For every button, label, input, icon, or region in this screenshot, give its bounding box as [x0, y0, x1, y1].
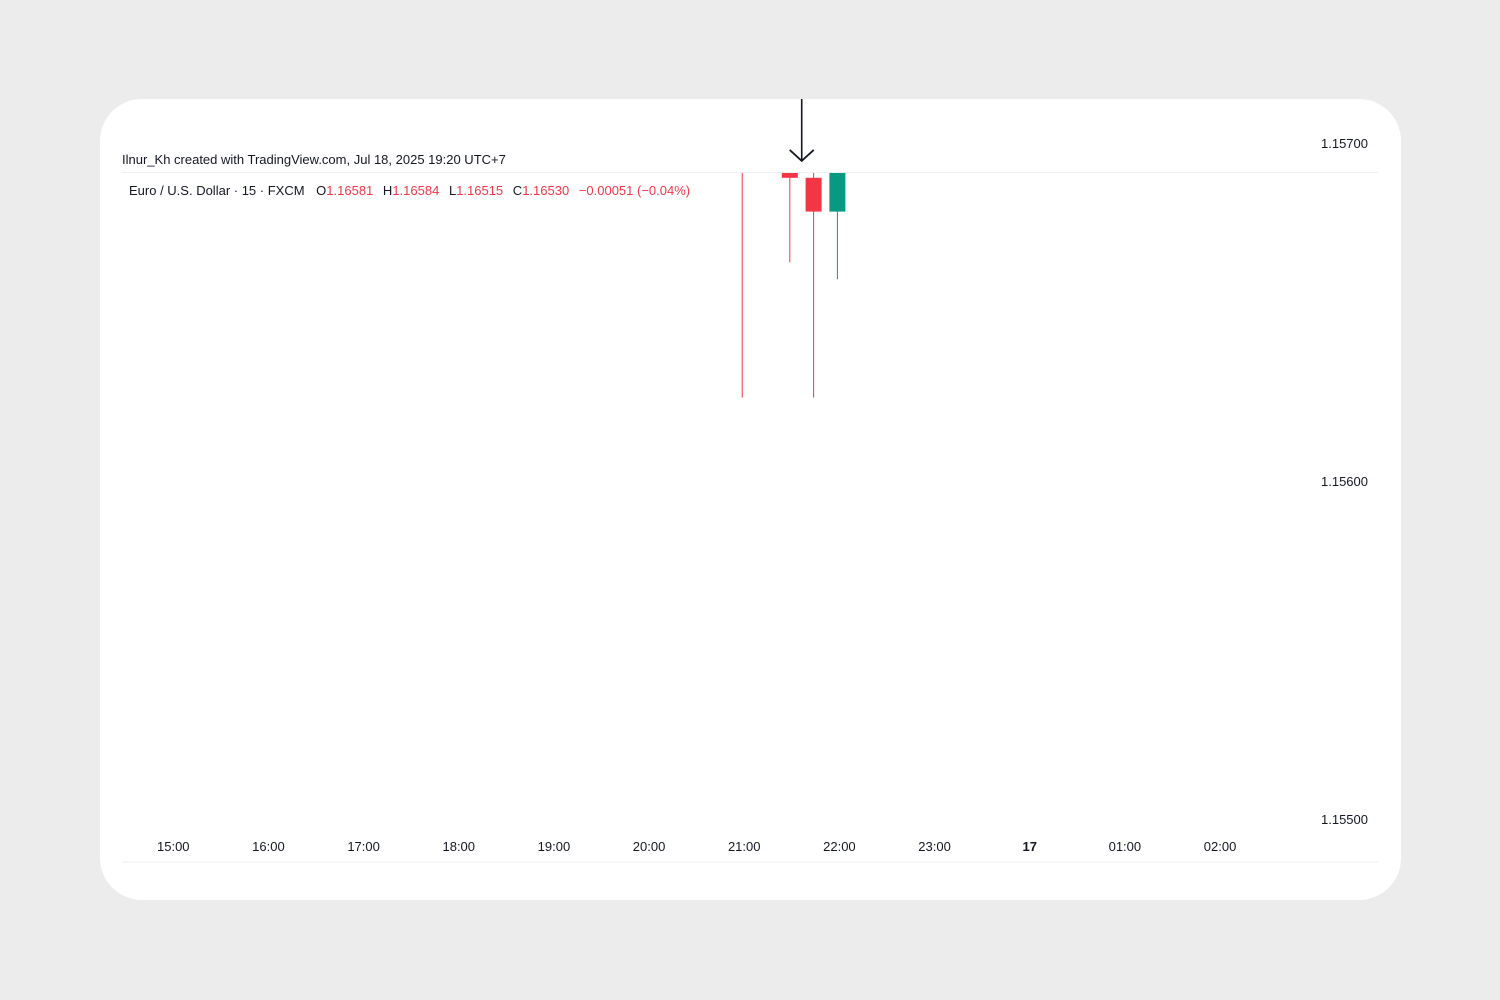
candle-down: [781, 173, 798, 178]
time-tick-label: 20:00: [633, 839, 666, 854]
time-tick-label: 19:00: [538, 839, 571, 854]
candle-up: [829, 173, 846, 212]
candlestick-chart[interactable]: 1.174001.172001.171001.170001.169001.168…: [100, 99, 1401, 900]
annotation-arrowhead-down: [789, 149, 815, 163]
close-value: 1.16530: [522, 183, 570, 198]
time-tick-label: 15:00: [157, 839, 190, 854]
time-tick-label: 01:00: [1109, 839, 1142, 854]
time-tick-label: 02:00: [1204, 839, 1237, 854]
ohlc-legend: Euro / U.S. Dollar · 15 · FXCM O1.16581 …: [129, 183, 690, 198]
instrument-name: Euro / U.S. Dollar · 15 · FXCM: [129, 183, 305, 198]
price-tick-label: 1.15700: [1321, 136, 1368, 151]
price-tick-label: 1.15500: [1321, 812, 1368, 827]
time-tick-label: 22:00: [823, 839, 856, 854]
time-tick-label: 17: [1022, 839, 1036, 854]
time-tick-label: 17:00: [347, 839, 380, 854]
time-tick-label: 23:00: [918, 839, 951, 854]
candles-group: [741, 99, 846, 398]
change-value: −0.00051 (−0.04%): [578, 183, 691, 198]
time-tick-label: 18:00: [442, 839, 475, 854]
high-label: H: [382, 183, 393, 198]
open-label: O: [316, 183, 327, 198]
chart-card: Ilnur_Kh created with TradingView.com, J…: [100, 99, 1401, 900]
credit-line: Ilnur_Kh created with TradingView.com, J…: [122, 152, 506, 167]
candle-down: [805, 177, 822, 212]
candle-down: [758, 99, 774, 144]
close-label: C: [512, 183, 523, 198]
high-value: 1.16584: [392, 183, 440, 198]
open-value: 1.16581: [326, 183, 374, 198]
low-label: L: [448, 183, 457, 198]
header-divider: [122, 172, 1378, 173]
time-tick-label: 21:00: [728, 839, 761, 854]
time-tick-label: 16:00: [252, 839, 285, 854]
low-value: 1.16515: [456, 183, 504, 198]
price-tick-label: 1.15600: [1321, 474, 1368, 489]
